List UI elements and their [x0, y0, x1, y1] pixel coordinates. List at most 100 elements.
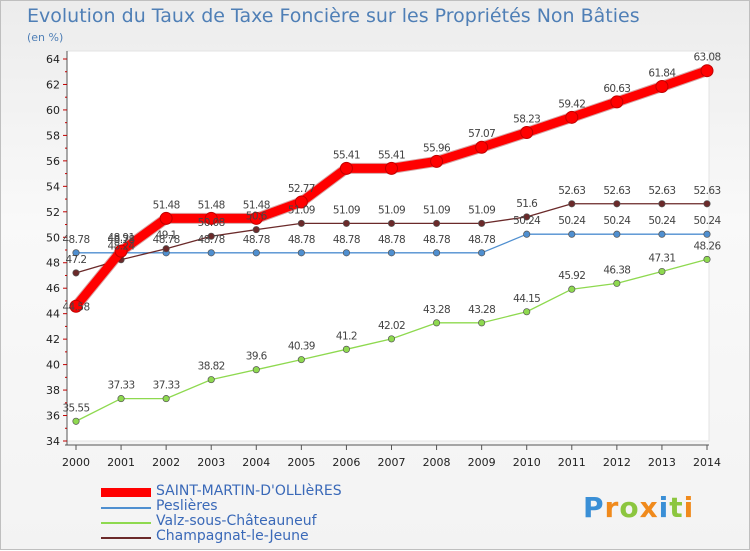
data-label: 50.6: [246, 211, 268, 223]
data-point: [523, 308, 531, 316]
data-point: [430, 154, 444, 168]
data-label: 51.48: [153, 199, 180, 211]
data-label: 48.78: [108, 234, 135, 246]
data-label: 48.78: [62, 234, 89, 246]
data-label: 38.82: [198, 361, 225, 373]
logo-letter: o: [619, 491, 640, 524]
data-point: [520, 125, 534, 139]
data-label: 51.6: [516, 198, 538, 210]
y-tick-label: 62: [46, 78, 60, 91]
y-tick-label: 50: [46, 231, 60, 244]
data-point: [294, 195, 308, 209]
data-point: [72, 417, 80, 425]
data-point: [433, 219, 441, 227]
data-point: [613, 279, 621, 287]
chart-title: Evolution du Taux de Taxe Foncière sur l…: [27, 5, 640, 27]
x-tick-label: 2009: [468, 456, 496, 469]
y-tick-label: 38: [46, 384, 60, 397]
data-label: 60.63: [603, 83, 630, 95]
data-label: 37.33: [108, 380, 135, 392]
data-point: [610, 95, 624, 109]
legend-swatch: [101, 507, 151, 509]
data-label: 57.07: [468, 128, 495, 140]
legend-label: Champagnat-le-Jeune: [156, 528, 309, 544]
data-point: [342, 345, 350, 353]
data-point: [478, 319, 486, 327]
data-label: 52.63: [648, 185, 675, 197]
data-label: 51.09: [378, 204, 405, 216]
data-point: [162, 245, 170, 253]
data-label: 49.1: [156, 230, 177, 242]
data-label: 48.78: [333, 234, 360, 246]
data-label: 52.63: [603, 185, 630, 197]
x-tick-label: 2014: [693, 456, 721, 469]
y-tick-label: 58: [46, 129, 60, 142]
data-label: 48.91: [108, 232, 135, 244]
data-label: 48.78: [153, 234, 180, 246]
data-point: [387, 335, 396, 343]
data-label: 48.24: [108, 241, 136, 253]
data-point: [613, 230, 621, 238]
data-label: 51.48: [198, 199, 225, 211]
data-point: [433, 249, 441, 257]
series-0: [69, 64, 714, 313]
data-label: 51.48: [243, 199, 270, 211]
logo-letter: i: [658, 491, 670, 524]
legend-label: Valz-sous-Châteauneuf: [156, 513, 317, 529]
data-label: 41.2: [336, 330, 357, 342]
y-tick-label: 44: [46, 308, 60, 321]
data-label: 35.55: [62, 402, 89, 414]
data-label: 52.77: [288, 183, 315, 195]
data-label: 51.09: [423, 204, 450, 216]
data-point: [478, 249, 486, 257]
data-point: [69, 299, 83, 313]
data-point: [252, 226, 260, 234]
data-point: [207, 249, 215, 257]
data-label: 48.78: [288, 234, 315, 246]
data-label: 59.42: [558, 98, 585, 110]
data-point: [478, 219, 486, 227]
data-label: 50.24: [693, 215, 721, 227]
y-tick-label: 34: [46, 435, 60, 448]
data-point: [297, 249, 305, 257]
y-tick-label: 56: [46, 155, 60, 168]
series-3: [72, 200, 711, 277]
data-point: [703, 255, 711, 263]
logo-letter: P: [583, 491, 605, 524]
y-unit-label: (en %): [27, 31, 64, 44]
data-point: [658, 230, 666, 238]
data-label: 48.78: [198, 234, 225, 246]
x-tick-label: 2010: [513, 456, 541, 469]
y-tick-label: 42: [46, 333, 60, 346]
x-tick-label: 2005: [287, 456, 315, 469]
data-label: 52.63: [693, 185, 720, 197]
data-point: [297, 219, 305, 227]
data-label: 51.09: [333, 204, 360, 216]
data-label: 48.78: [243, 234, 270, 246]
data-point: [700, 64, 714, 78]
data-label: 37.33: [153, 380, 180, 392]
legend-label: SAINT-MARTIN-D'OLLIèRES: [156, 483, 342, 499]
data-point: [249, 211, 263, 225]
data-label: 51.09: [288, 204, 315, 216]
x-tick-label: 2000: [62, 456, 90, 469]
data-label: 44.58: [62, 301, 89, 313]
data-label: 50.08: [198, 217, 225, 229]
data-point: [339, 161, 353, 175]
data-point: [565, 110, 579, 124]
logo-letter: i: [683, 491, 695, 524]
x-tick-label: 2007: [378, 456, 406, 469]
data-point: [342, 219, 350, 227]
logo-letter: t: [669, 491, 684, 524]
data-label: 52.63: [558, 185, 585, 197]
data-point: [204, 211, 218, 225]
data-label: 63.08: [693, 52, 720, 64]
data-point: [523, 230, 531, 238]
y-tick-label: 48: [46, 257, 60, 270]
x-tick-label: 2008: [423, 456, 451, 469]
y-tick-label: 52: [46, 206, 60, 219]
data-point: [114, 244, 128, 258]
data-point: [207, 376, 215, 384]
